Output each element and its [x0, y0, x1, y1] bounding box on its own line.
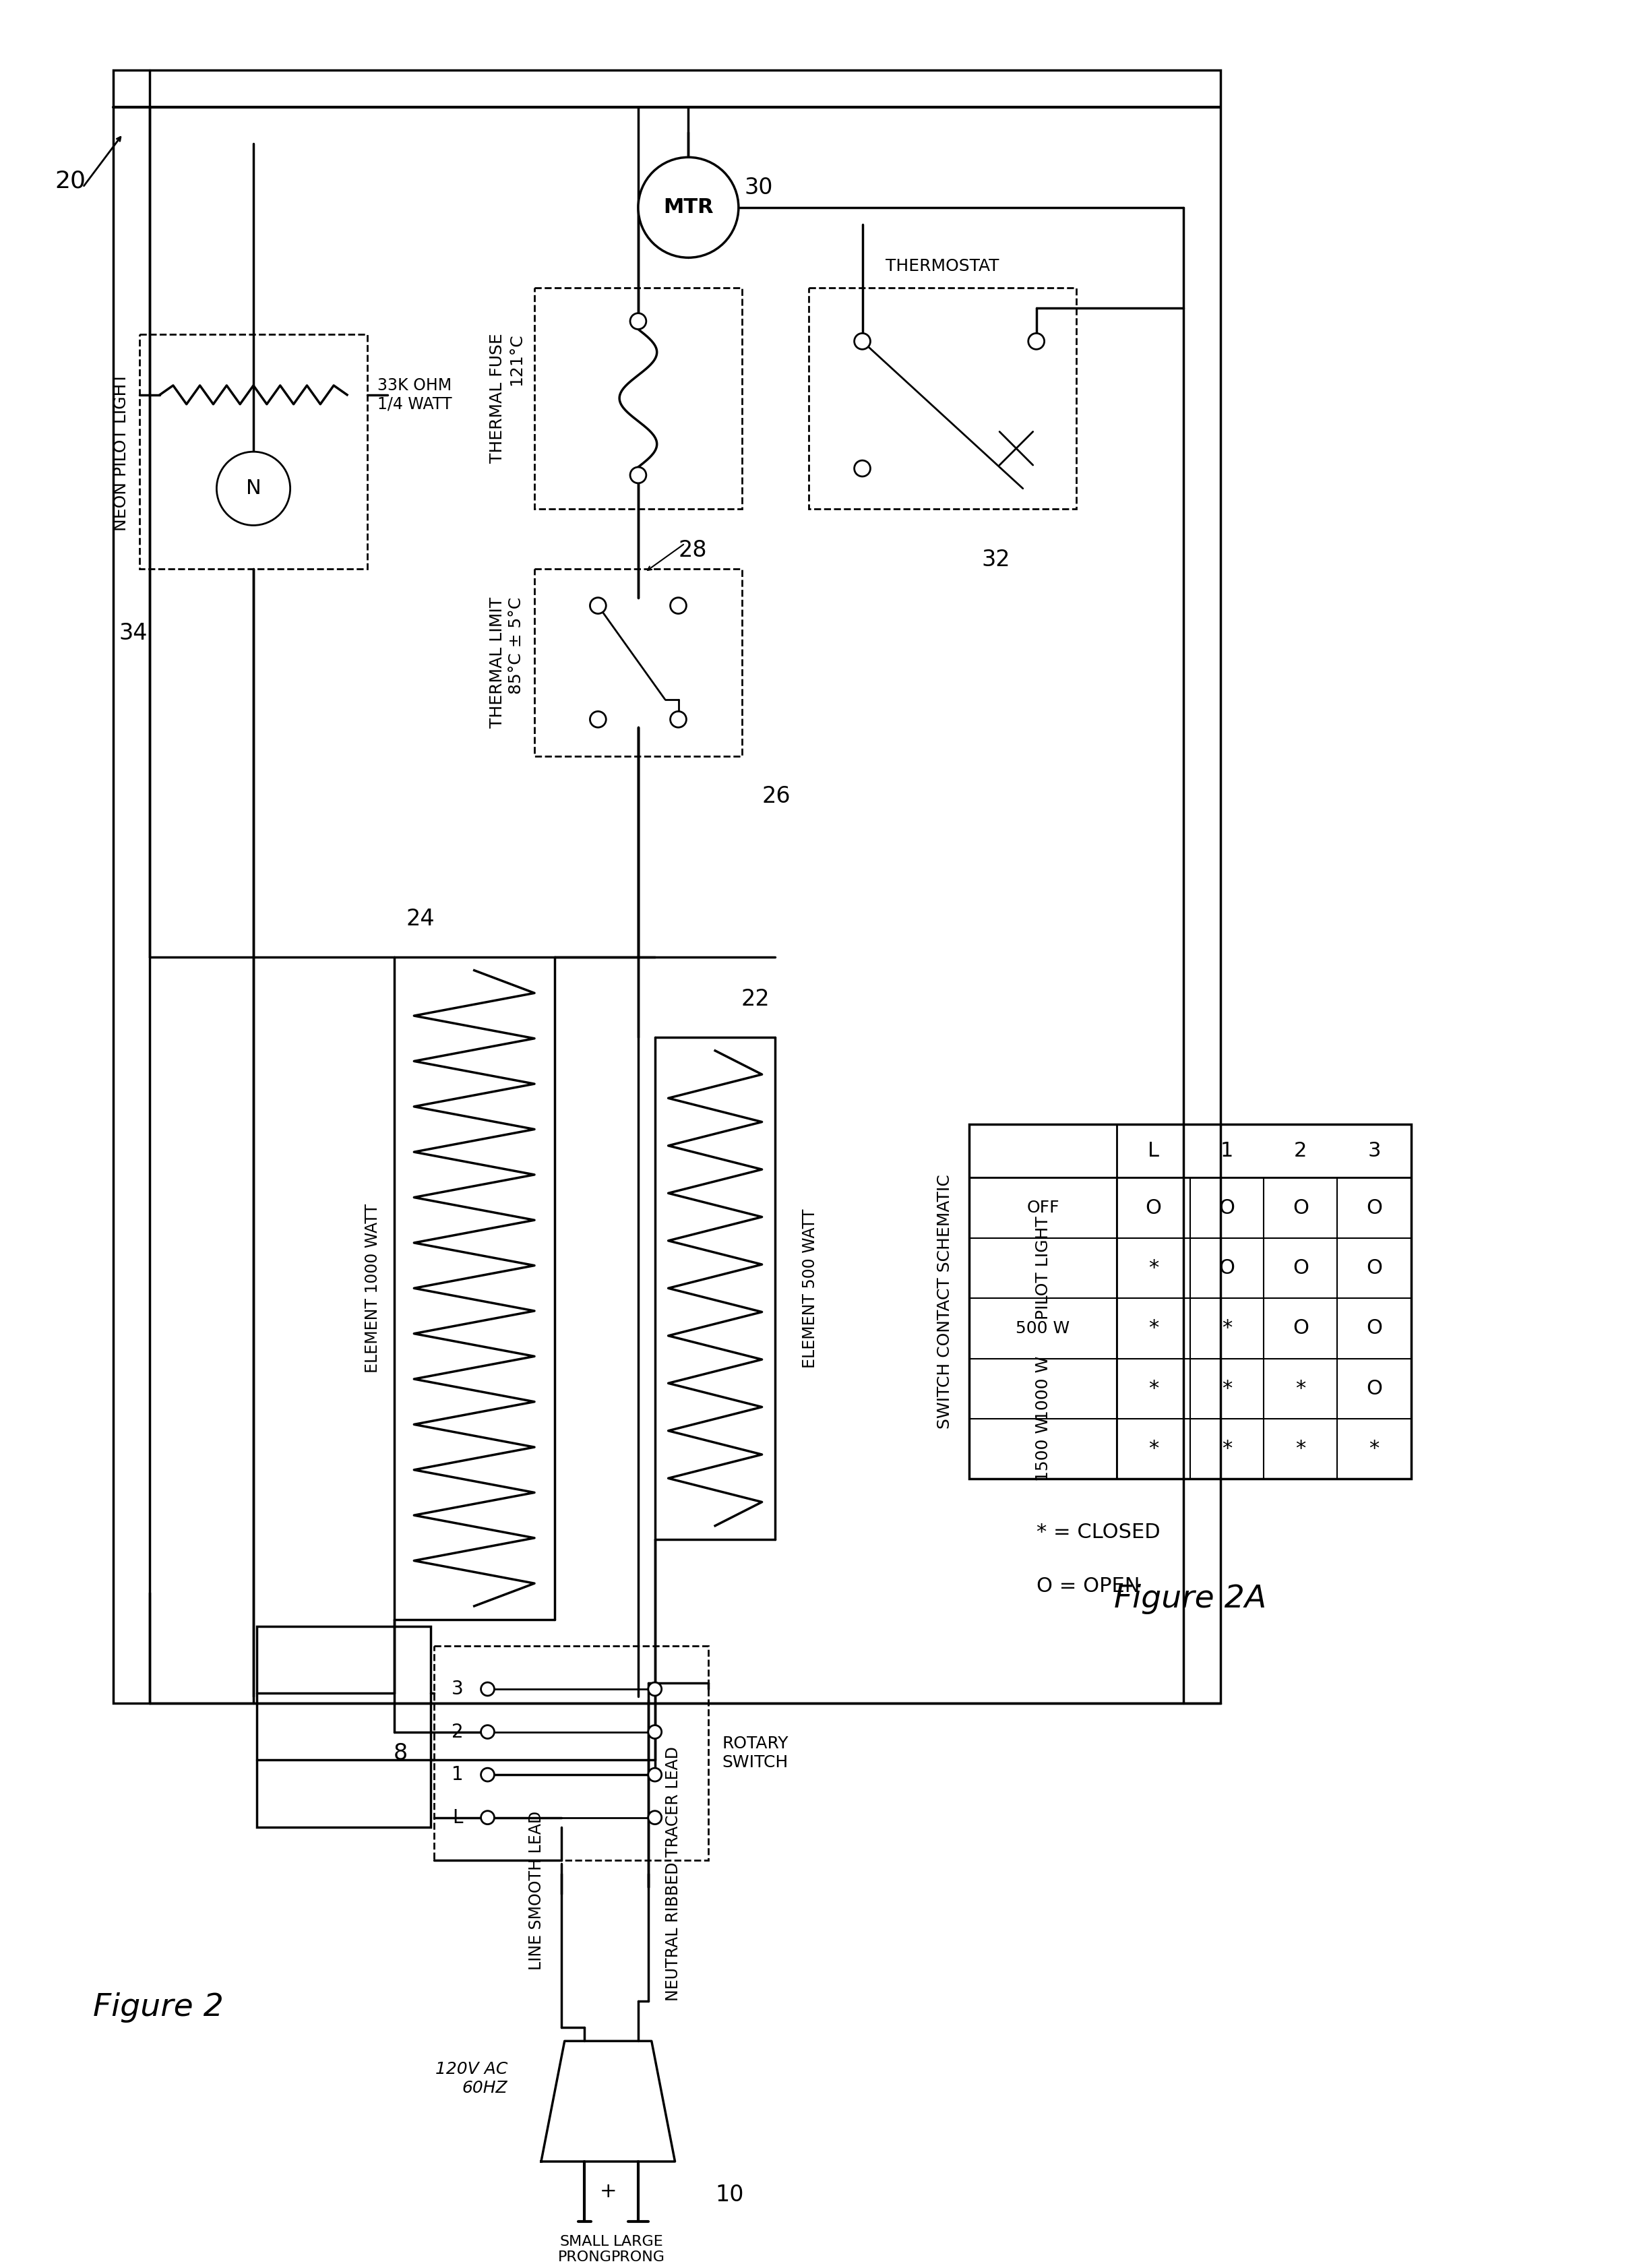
Text: 3: 3 — [451, 1681, 464, 1699]
Circle shape — [854, 460, 870, 476]
Bar — [969, 1125, 1411, 1479]
Text: O: O — [1293, 1318, 1308, 1338]
Circle shape — [647, 1769, 662, 1780]
Text: *: * — [1295, 1438, 1306, 1458]
Text: ROTARY
SWITCH: ROTARY SWITCH — [721, 1735, 788, 1771]
Text: O: O — [1293, 1259, 1308, 1277]
Text: *: * — [1221, 1379, 1233, 1399]
Circle shape — [670, 712, 687, 728]
Text: LINE SMOOTH LEAD: LINE SMOOTH LEAD — [528, 1810, 544, 1971]
Circle shape — [647, 1810, 662, 1823]
Circle shape — [590, 596, 606, 615]
Text: 2: 2 — [452, 1721, 464, 1742]
Text: Figure 2A: Figure 2A — [1115, 1585, 1267, 1615]
Text: O: O — [1219, 1259, 1236, 1277]
Text: *: * — [1295, 1379, 1306, 1399]
Circle shape — [480, 1683, 495, 1696]
Text: *: * — [1149, 1438, 1159, 1458]
Text: Figure 2: Figure 2 — [93, 1991, 223, 2023]
Circle shape — [1028, 333, 1044, 349]
Text: O: O — [1367, 1198, 1382, 1218]
Text: ELEMENT 1000 WATT: ELEMENT 1000 WATT — [364, 1204, 380, 1372]
Text: *: * — [1369, 1438, 1380, 1458]
Text: *: * — [1149, 1379, 1159, 1399]
Circle shape — [647, 1683, 662, 1696]
Bar — [808, 288, 1077, 508]
Text: O: O — [1146, 1198, 1162, 1218]
Text: 22: 22 — [741, 989, 770, 1012]
Text: O: O — [1367, 1318, 1382, 1338]
Text: 3: 3 — [1367, 1141, 1380, 1161]
Text: 34: 34 — [118, 621, 148, 644]
Circle shape — [854, 333, 870, 349]
Text: 30: 30 — [744, 177, 774, 200]
Text: L: L — [1147, 1141, 1159, 1161]
Circle shape — [629, 313, 646, 329]
Text: *: * — [1221, 1438, 1233, 1458]
Text: 10: 10 — [715, 2184, 744, 2207]
Text: 120V AC
60HZ: 120V AC 60HZ — [436, 2062, 508, 2096]
Text: O: O — [1293, 1198, 1308, 1218]
Text: +: + — [600, 2182, 616, 2202]
Text: 24: 24 — [406, 907, 434, 930]
Text: L: L — [452, 1808, 462, 1828]
Text: SWITCH CONTACT SCHEMATIC: SWITCH CONTACT SCHEMATIC — [936, 1175, 952, 1429]
Circle shape — [590, 712, 606, 728]
Text: *: * — [1149, 1259, 1159, 1277]
Text: 1: 1 — [1221, 1141, 1234, 1161]
Text: *: * — [1149, 1318, 1159, 1338]
Text: 1: 1 — [452, 1765, 464, 1785]
Text: LARGE
PRONG: LARGE PRONG — [611, 2236, 665, 2263]
Text: 28: 28 — [679, 540, 706, 560]
Circle shape — [638, 156, 739, 259]
Bar — [434, 1647, 708, 1860]
Text: ELEMENT 500 WATT: ELEMENT 500 WATT — [801, 1209, 818, 1368]
Text: THERMAL LIMIT
85°C ± 5°C: THERMAL LIMIT 85°C ± 5°C — [490, 596, 524, 728]
Text: PILOT LIGHT: PILOT LIGHT — [1034, 1216, 1051, 1320]
Circle shape — [647, 1726, 662, 1740]
Bar — [534, 569, 742, 755]
Text: MTR: MTR — [664, 197, 713, 218]
Bar — [113, 70, 1221, 1703]
Text: O: O — [1219, 1198, 1236, 1218]
Text: 1000 W: 1000 W — [1034, 1356, 1051, 1422]
Bar — [139, 336, 367, 569]
Text: O: O — [1367, 1379, 1382, 1399]
Text: *: * — [1221, 1318, 1233, 1338]
Text: O: O — [1367, 1259, 1382, 1277]
Text: O = OPEN: O = OPEN — [1036, 1576, 1139, 1597]
Circle shape — [480, 1726, 495, 1740]
Text: NEUTRAL RIBBED TRACER LEAD: NEUTRAL RIBBED TRACER LEAD — [665, 1746, 682, 2000]
Text: NEON PILOT LIGHT: NEON PILOT LIGHT — [113, 372, 129, 531]
Text: 26: 26 — [762, 785, 790, 807]
Bar — [534, 288, 742, 508]
Text: 33K OHM
1/4 WATT: 33K OHM 1/4 WATT — [377, 376, 452, 413]
Circle shape — [670, 596, 687, 615]
Text: THERMOSTAT: THERMOSTAT — [885, 259, 1000, 274]
Circle shape — [480, 1810, 495, 1823]
Circle shape — [216, 451, 290, 526]
Text: 20: 20 — [56, 170, 87, 193]
Circle shape — [629, 467, 646, 483]
Text: 2: 2 — [1295, 1141, 1308, 1161]
Text: OFF: OFF — [1026, 1200, 1059, 1216]
Text: * = CLOSED: * = CLOSED — [1036, 1522, 1160, 1542]
Text: THERMAL FUSE
121°C: THERMAL FUSE 121°C — [490, 333, 524, 463]
Text: 8: 8 — [393, 1742, 408, 1765]
Text: SMALL
PRONG: SMALL PRONG — [557, 2236, 611, 2263]
Circle shape — [480, 1769, 495, 1780]
Text: N: N — [246, 479, 261, 499]
Text: 1500 W: 1500 W — [1034, 1418, 1051, 1481]
Polygon shape — [541, 2041, 675, 2161]
Bar — [257, 1626, 431, 1828]
Text: 32: 32 — [982, 549, 1011, 572]
Text: 500 W: 500 W — [1016, 1320, 1070, 1336]
